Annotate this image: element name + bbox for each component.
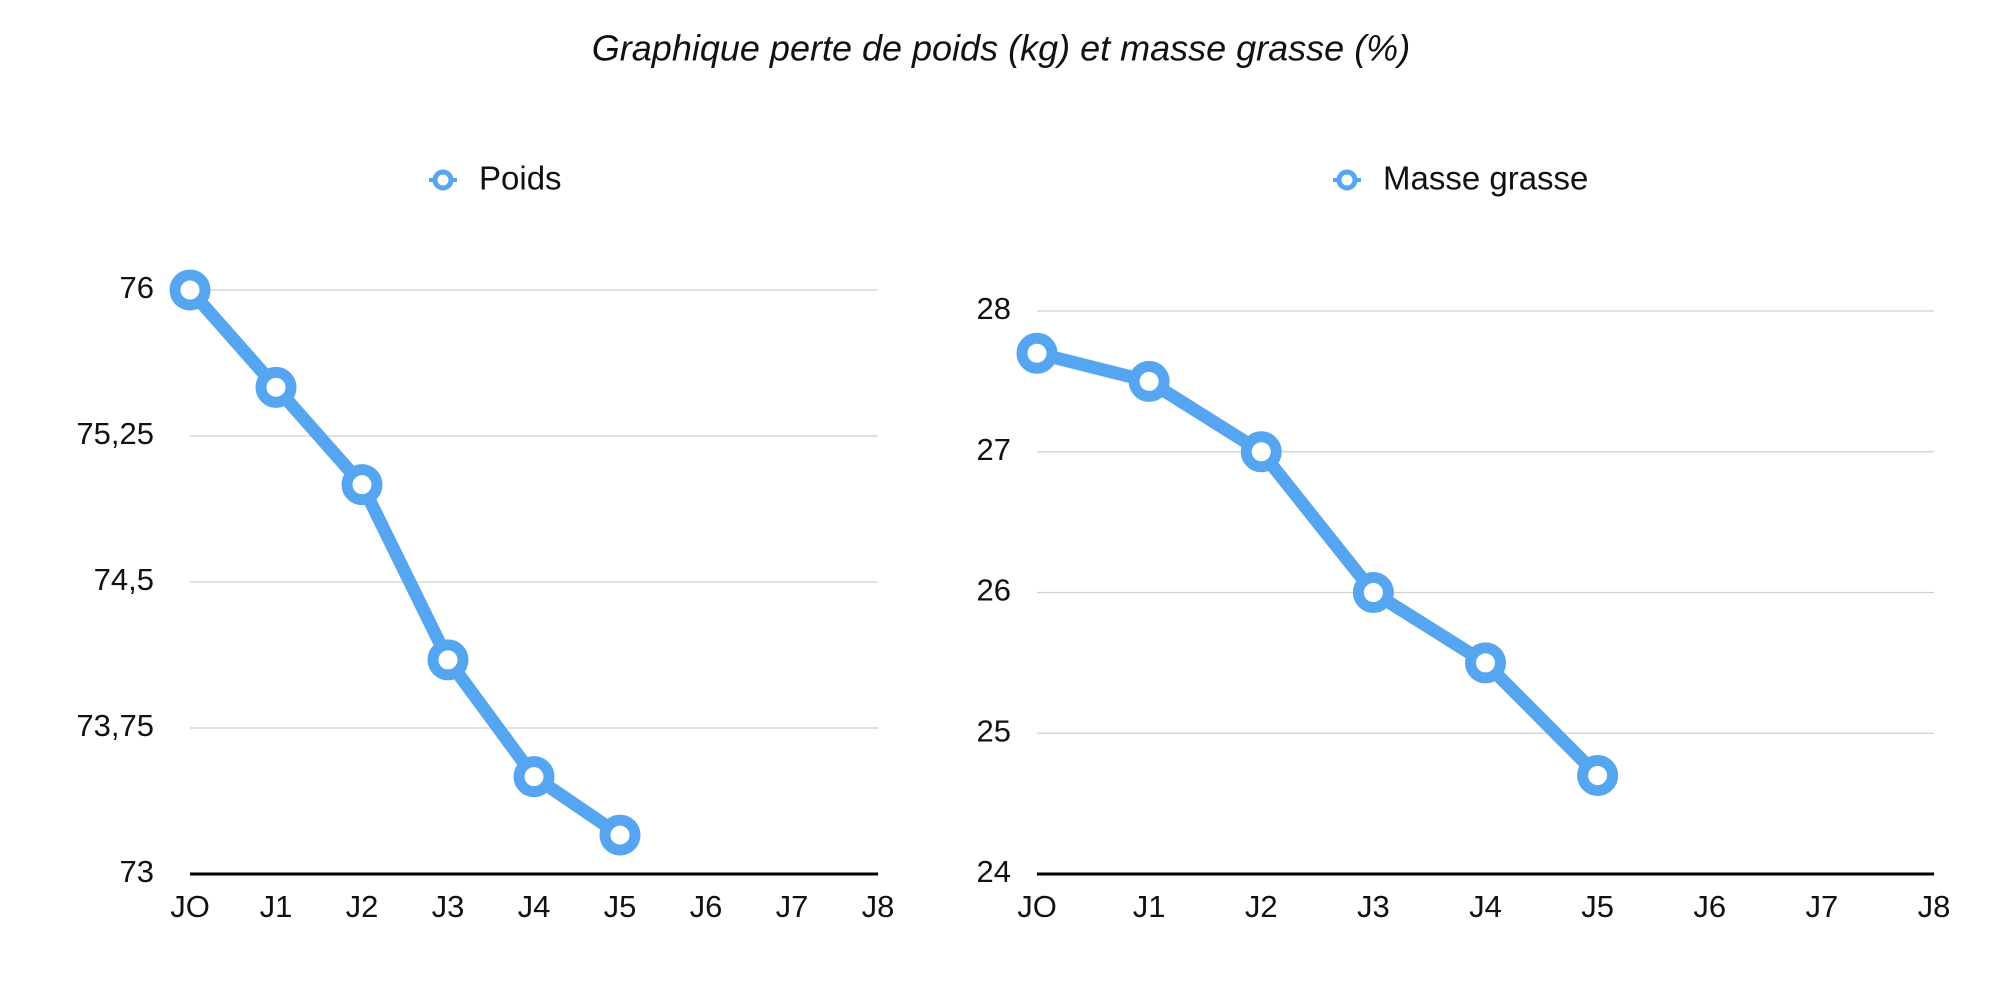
point-marker (1016, 332, 1058, 374)
x-tick-label: J2 (346, 889, 379, 924)
point-marker (599, 814, 641, 856)
chart-title: Graphique perte de poids (kg) et masse g… (592, 28, 1410, 69)
x-tick-label: J6 (1693, 889, 1726, 924)
legend-swatch (1336, 169, 1358, 191)
y-tick-label: 76 (120, 270, 154, 305)
y-tick-label: 25 (977, 713, 1011, 748)
legend-swatch (432, 169, 454, 191)
x-tick-label: J7 (1806, 889, 1839, 924)
x-tick-label: J5 (604, 889, 637, 924)
point-marker (341, 464, 383, 506)
x-tick-label: JO (1017, 889, 1057, 924)
legend-label: Poids (479, 160, 562, 197)
y-tick-label: 73 (120, 854, 154, 889)
x-tick-label: JO (170, 889, 210, 924)
point-marker (1352, 572, 1394, 613)
x-tick-label: J8 (862, 889, 895, 924)
point-marker (1240, 431, 1282, 473)
y-tick-label: 28 (977, 291, 1011, 326)
y-tick-label: 73,75 (76, 708, 154, 743)
x-tick-label: J7 (776, 889, 809, 924)
x-tick-label: J4 (518, 889, 551, 924)
x-tick-label: J5 (1581, 889, 1614, 924)
point-marker (255, 366, 297, 408)
point-marker (513, 756, 555, 798)
x-tick-label: J3 (1357, 889, 1390, 924)
y-tick-label: 27 (977, 432, 1011, 467)
y-tick-label: 24 (977, 854, 1011, 889)
series-line (1030, 346, 1605, 782)
y-tick-label: 26 (977, 573, 1011, 608)
x-tick-label: J4 (1469, 889, 1502, 924)
x-tick-label: J8 (1918, 889, 1951, 924)
y-tick-label: 75,25 (76, 416, 154, 451)
y-tick-label: 74,5 (94, 562, 154, 597)
point-marker (1577, 754, 1619, 796)
legend-label: Masse grasse (1383, 160, 1588, 197)
x-tick-label: J3 (432, 889, 465, 924)
x-tick-label: J6 (690, 889, 723, 924)
point-marker (1128, 360, 1170, 402)
x-tick-label: J1 (1133, 889, 1166, 924)
x-tick-label: J1 (260, 889, 293, 924)
x-tick-label: J2 (1245, 889, 1278, 924)
point-marker (169, 269, 211, 311)
series-line (183, 283, 627, 842)
point-marker (1465, 642, 1506, 684)
point-marker (427, 639, 469, 681)
